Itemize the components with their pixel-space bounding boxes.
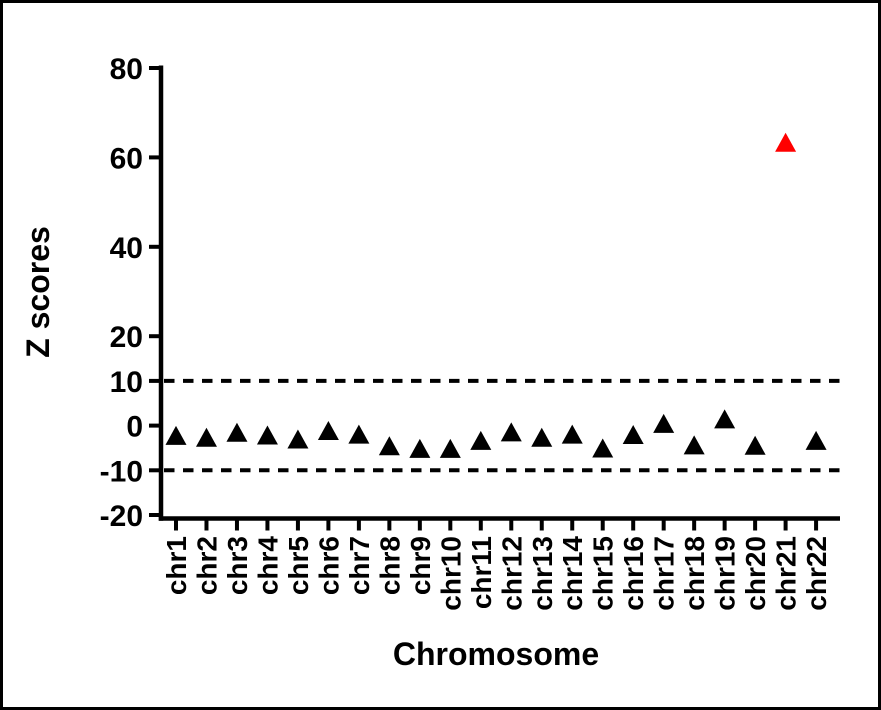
x-tick-label-chr8: chr8	[374, 536, 405, 595]
y-tick-label: 40	[110, 232, 143, 265]
data-point-chr15	[592, 438, 614, 458]
y-tick-label: -10	[100, 455, 143, 488]
y-tick-label: 80	[110, 53, 143, 86]
data-point-chr2	[195, 427, 217, 447]
y-tick-label: -20	[100, 500, 143, 533]
x-tick-label-chr9: chr9	[405, 536, 436, 595]
y-tick-label: 0	[126, 411, 143, 444]
x-tick-label-chr15: chr15	[588, 536, 619, 611]
data-point-chr6	[317, 421, 339, 441]
x-tick-label-chr22: chr22	[801, 536, 832, 611]
x-tick-label-chr5: chr5	[283, 536, 314, 595]
y-tick-label: 10	[110, 366, 143, 399]
data-point-chr11	[470, 430, 492, 450]
data-point-chr16	[622, 425, 644, 445]
x-tick-label-chr1: chr1	[161, 536, 192, 595]
x-tick-label-chr6: chr6	[313, 536, 344, 595]
x-tick-label-chr12: chr12	[496, 536, 527, 611]
data-point-chr17	[653, 413, 675, 433]
x-tick-label-chr2: chr2	[191, 536, 222, 595]
x-tick-label-chr20: chr20	[740, 536, 771, 611]
y-tick-label: 20	[110, 321, 143, 354]
data-point-chr1	[165, 425, 187, 445]
data-point-chr5	[287, 429, 309, 449]
x-tick-label-chr21: chr21	[771, 536, 802, 611]
data-point-chr22	[805, 430, 827, 450]
x-tick-label-chr10: chr10	[435, 536, 466, 611]
x-tick-label-chr7: chr7	[344, 536, 375, 595]
data-point-chr8	[378, 436, 400, 456]
x-axis-title: Chromosome	[393, 636, 599, 672]
x-tick-label-chr14: chr14	[557, 536, 588, 611]
data-point-chr12	[500, 422, 522, 442]
data-point-chr10	[439, 438, 461, 458]
x-tick-label-chr3: chr3	[222, 536, 253, 595]
x-tick-label-chr19: chr19	[710, 536, 741, 611]
x-tick-label-chr13: chr13	[527, 536, 558, 611]
x-tick-label-chr11: chr11	[466, 536, 497, 609]
data-point-chr7	[348, 424, 370, 444]
data-point-chr13	[531, 427, 553, 447]
data-point-chr21	[775, 132, 797, 152]
data-point-chr18	[683, 435, 705, 455]
x-tick-label-chr17: chr17	[649, 536, 680, 611]
data-point-chr20	[744, 435, 766, 455]
data-point-chr19	[714, 409, 736, 429]
y-axis-title: Z scores	[20, 226, 56, 358]
x-tick-label-chr4: chr4	[252, 536, 283, 596]
data-point-chr14	[561, 424, 583, 444]
x-tick-label-chr16: chr16	[618, 536, 649, 611]
data-point-chr3	[226, 422, 248, 442]
data-point-chr4	[256, 425, 278, 445]
x-tick-label-chr18: chr18	[679, 536, 710, 611]
y-tick-label: 60	[110, 142, 143, 175]
data-point-chr9	[409, 438, 431, 458]
